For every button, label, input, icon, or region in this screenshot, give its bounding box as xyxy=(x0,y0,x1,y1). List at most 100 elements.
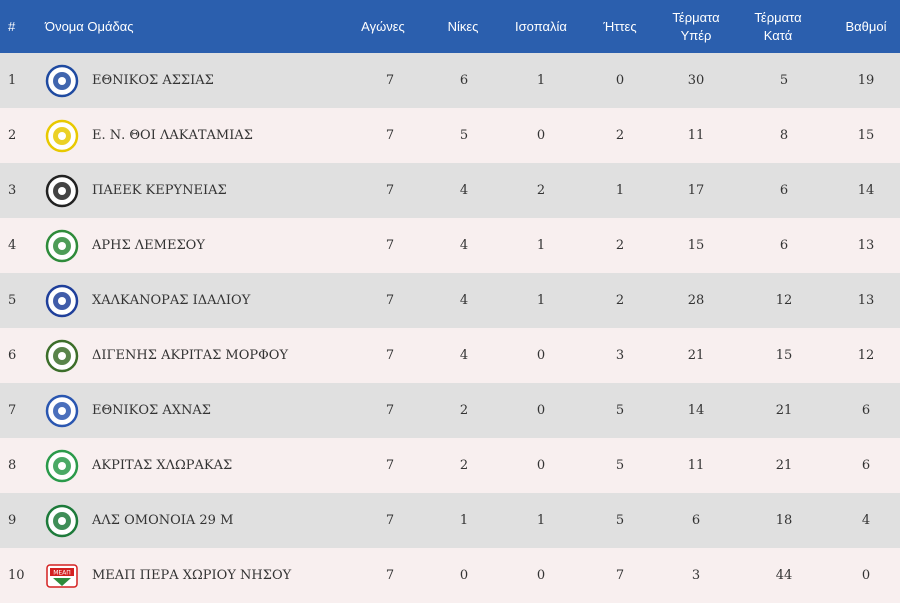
losses-cell: 3 xyxy=(615,348,625,363)
points-cell: 13 xyxy=(857,293,875,308)
team-name-link[interactable]: ΑΚΡΙΤΑΣ ΧΛΩΡΑΚΑΣ xyxy=(92,458,233,473)
table-row[interactable]: 6 ΔΙΓΕΝΗΣ ΑΚΡΙΤΑΣ ΜΟΡΦΟΥ 7 4 0 3 21 15 12 xyxy=(0,328,900,383)
played-cell: 7 xyxy=(385,458,395,473)
wins-cell: 4 xyxy=(459,348,469,363)
losses-cell: 5 xyxy=(615,458,625,473)
draws-cell: 0 xyxy=(536,458,546,473)
losses-cell: 5 xyxy=(615,513,625,528)
goals-against-cell: 6 xyxy=(779,238,789,253)
header-losses[interactable]: Ήττες xyxy=(603,19,637,34)
table-row[interactable]: 3 ΠΑΕΕΚ ΚΕΡΥΝΕΙΑΣ 7 4 2 1 17 6 14 xyxy=(0,163,900,218)
goals-for-cell: 15 xyxy=(687,238,705,253)
draws-cell: 0 xyxy=(536,128,546,143)
played-cell: 7 xyxy=(385,238,395,253)
draws-cell: 0 xyxy=(536,568,546,583)
position-cell: 9 xyxy=(8,513,17,528)
goals-against-cell: 15 xyxy=(775,348,793,363)
draws-cell: 1 xyxy=(536,73,546,88)
header-goals-against[interactable]: Τέρματα Κατά xyxy=(738,0,818,53)
header-points[interactable]: Βαθμοί xyxy=(845,19,887,34)
goals-against-cell: 5 xyxy=(779,73,789,88)
team-name-link[interactable]: ΕΘΝΙΚΟΣ ΑΧΝΑΣ xyxy=(92,403,211,418)
akritas-chlorakas-crest-icon xyxy=(45,449,79,482)
table-body: 1 ΕΘΝΙΚΟΣ ΑΣΣΙΑΣ 7 6 1 0 30 5 19 2 Ε. Ν. ΘΟΙ ΛΑΚΑΤ… xyxy=(0,53,900,603)
header-goals-for[interactable]: Τέρματα Υπέρ xyxy=(656,0,736,53)
meap-pera-chorio-crest-icon: ΜΕΑΠ xyxy=(46,563,78,588)
position-cell: 1 xyxy=(8,73,17,88)
header-draws[interactable]: Ισοπαλία xyxy=(515,19,567,34)
team-name-link[interactable]: ΕΘΝΙΚΟΣ ΑΣΣΙΑΣ xyxy=(92,73,214,88)
goals-for-cell: 17 xyxy=(687,183,705,198)
thoi-lakatamias-crest-icon xyxy=(45,119,79,152)
chalkanoras-idaliou-crest-icon xyxy=(45,284,79,317)
table-row[interactable]: 2 Ε. Ν. ΘΟΙ ΛΑΚΑΤΑΜΙΑΣ 7 5 0 2 11 8 15 xyxy=(0,108,900,163)
team-logo xyxy=(45,218,79,273)
goals-for-cell: 6 xyxy=(691,513,701,528)
goals-for-cell: 28 xyxy=(687,293,705,308)
goals-against-cell: 8 xyxy=(779,128,789,143)
draws-cell: 0 xyxy=(536,403,546,418)
goals-for-cell: 30 xyxy=(687,73,705,88)
goals-against-cell: 6 xyxy=(779,183,789,198)
goals-against-cell: 12 xyxy=(775,293,793,308)
position-cell: 7 xyxy=(8,403,17,418)
table-row[interactable]: 7 ΕΘΝΙΚΟΣ ΑΧΝΑΣ 7 2 0 5 14 21 6 xyxy=(0,383,900,438)
header-goals-for-line1: Τέρματα xyxy=(672,9,720,25)
team-logo xyxy=(45,163,79,218)
ethnikos-achnas-crest-icon xyxy=(45,394,79,427)
points-cell: 6 xyxy=(861,403,871,418)
losses-cell: 0 xyxy=(615,73,625,88)
goals-against-cell: 18 xyxy=(775,513,793,528)
table-row[interactable]: 9 ΑΛΣ ΟΜΟΝΟΙΑ 29 Μ 7 1 1 5 6 18 4 xyxy=(0,493,900,548)
goals-for-cell: 21 xyxy=(687,348,705,363)
team-name-link[interactable]: ΑΡΗΣ ΛΕΜΕΣΟΥ xyxy=(92,238,205,253)
team-name-link[interactable]: ΔΙΓΕΝΗΣ ΑΚΡΙΤΑΣ ΜΟΡΦΟΥ xyxy=(92,348,289,363)
goals-for-cell: 11 xyxy=(687,128,705,143)
position-cell: 2 xyxy=(8,128,17,143)
played-cell: 7 xyxy=(385,183,395,198)
points-cell: 14 xyxy=(857,183,875,198)
wins-cell: 2 xyxy=(459,403,469,418)
header-wins[interactable]: Νίκες xyxy=(447,19,479,34)
header-goals-against-line1: Τέρματα xyxy=(754,9,802,25)
team-logo xyxy=(45,328,79,383)
points-cell: 13 xyxy=(857,238,875,253)
losses-cell: 2 xyxy=(615,128,625,143)
played-cell: 7 xyxy=(385,348,395,363)
points-cell: 0 xyxy=(861,568,871,583)
team-name-link[interactable]: Ε. Ν. ΘΟΙ ΛΑΚΑΤΑΜΙΑΣ xyxy=(92,128,253,143)
position-cell: 5 xyxy=(8,293,17,308)
wins-cell: 1 xyxy=(459,513,469,528)
points-cell: 15 xyxy=(857,128,875,143)
losses-cell: 7 xyxy=(615,568,625,583)
goals-for-cell: 14 xyxy=(687,403,705,418)
header-team-name[interactable]: Όνομα Ομάδας xyxy=(45,19,134,34)
header-position[interactable]: # xyxy=(8,19,16,34)
position-cell: 6 xyxy=(8,348,17,363)
losses-cell: 1 xyxy=(615,183,625,198)
header-played[interactable]: Αγώνες xyxy=(361,19,405,34)
table-row[interactable]: 5 ΧΑΛΚΑΝΟΡΑΣ ΙΔΑΛΙΟΥ 7 4 1 2 28 12 13 xyxy=(0,273,900,328)
draws-cell: 1 xyxy=(536,238,546,253)
goals-against-cell: 44 xyxy=(775,568,793,583)
table-row[interactable]: 4 ΑΡΗΣ ΛΕΜΕΣΟΥ 7 4 1 2 15 6 13 xyxy=(0,218,900,273)
header-goals-against-line2: Κατά xyxy=(763,27,793,43)
paeek-kyreneia-crest-icon xyxy=(45,174,79,207)
team-name-link[interactable]: ΑΛΣ ΟΜΟΝΟΙΑ 29 Μ xyxy=(92,513,234,528)
goals-against-cell: 21 xyxy=(775,458,793,473)
crest-text: ΜΕΑΠ xyxy=(53,569,71,576)
played-cell: 7 xyxy=(385,293,395,308)
team-name-link[interactable]: ΠΑΕΕΚ ΚΕΡΥΝΕΙΑΣ xyxy=(92,183,227,198)
wins-cell: 0 xyxy=(459,568,469,583)
table-row[interactable]: 1 ΕΘΝΙΚΟΣ ΑΣΣΙΑΣ 7 6 1 0 30 5 19 xyxy=(0,53,900,108)
team-logo xyxy=(45,438,79,493)
points-cell: 6 xyxy=(861,458,871,473)
goals-for-cell: 11 xyxy=(687,458,705,473)
team-name-link[interactable]: ΜΕΑΠ ΠΕΡΑ ΧΩΡΙΟΥ ΝΗΣΟΥ xyxy=(92,568,292,583)
team-logo xyxy=(45,493,79,548)
played-cell: 7 xyxy=(385,403,395,418)
team-name-link[interactable]: ΧΑΛΚΑΝΟΡΑΣ ΙΔΑΛΙΟΥ xyxy=(92,293,251,308)
table-row[interactable]: 10 ΜΕΑΠ ΜΕΑΠ ΠΕΡΑ ΧΩΡΙΟΥ ΝΗΣΟΥ 7 0 0 7 3 44 0 xyxy=(0,548,900,603)
table-row[interactable]: 8 ΑΚΡΙΤΑΣ ΧΛΩΡΑΚΑΣ 7 2 0 5 11 21 6 xyxy=(0,438,900,493)
